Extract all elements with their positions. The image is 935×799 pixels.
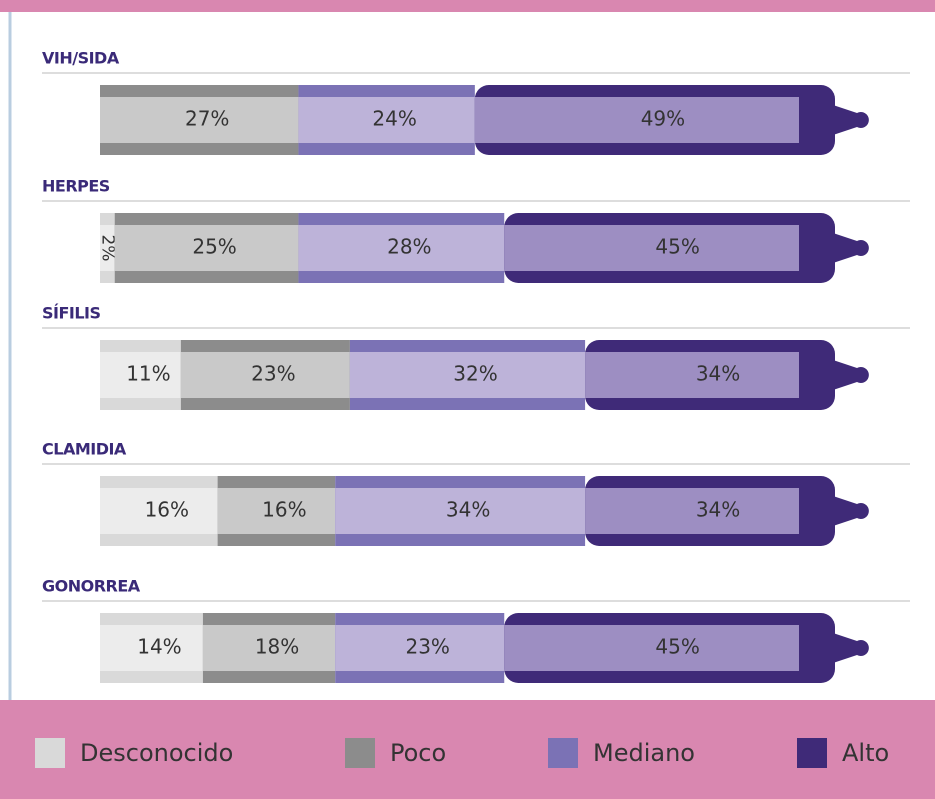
legend-swatch [797, 738, 827, 768]
legend-label: Mediano [593, 739, 695, 767]
value-label: 34% [446, 498, 490, 522]
value-label: 45% [655, 635, 699, 659]
value-label: 34% [696, 498, 740, 522]
value-label: 14% [137, 635, 181, 659]
category-label: SÍFILIS [42, 304, 101, 323]
legend-label: Poco [390, 739, 446, 767]
value-label: 16% [145, 498, 189, 522]
value-label: 2% [97, 235, 117, 262]
legend-label: Alto [842, 739, 889, 767]
value-label: 23% [251, 362, 295, 386]
value-label: 16% [262, 498, 306, 522]
legend-swatch [35, 738, 65, 768]
category-label: GONORREA [42, 577, 141, 596]
legend-label: Desconocido [80, 739, 233, 767]
value-label: 25% [192, 235, 236, 259]
category-label: HERPES [42, 177, 110, 196]
value-label: 27% [185, 107, 229, 131]
value-label: 23% [405, 635, 449, 659]
value-label: 11% [126, 362, 170, 386]
value-label: 28% [387, 235, 431, 259]
value-label: 34% [696, 362, 740, 386]
value-label: 45% [655, 235, 699, 259]
legend-swatch [548, 738, 578, 768]
bar-segment-inner [585, 352, 799, 398]
value-label: 49% [641, 107, 685, 131]
bar-segment-inner [504, 625, 799, 671]
top-band [0, 0, 935, 12]
bar-segment-inner [585, 488, 799, 534]
bar-segment-inner [504, 225, 799, 271]
value-label: 32% [453, 362, 497, 386]
legend-swatch [345, 738, 375, 768]
condom-tip [833, 105, 869, 135]
bar-segment-inner [475, 97, 799, 143]
chart: VIH/SIDA 27% 24% 49% HERPES 2% 25% 28% 45% SÍFILI… [0, 0, 935, 799]
condom-tip [833, 633, 869, 663]
category-label: VIH/SIDA [42, 49, 120, 68]
condom-tip [833, 233, 869, 263]
category-label: CLAMIDIA [42, 440, 127, 459]
condom-tip [833, 360, 869, 390]
value-label: 18% [255, 635, 299, 659]
value-label: 24% [372, 107, 416, 131]
condom-tip [833, 496, 869, 526]
